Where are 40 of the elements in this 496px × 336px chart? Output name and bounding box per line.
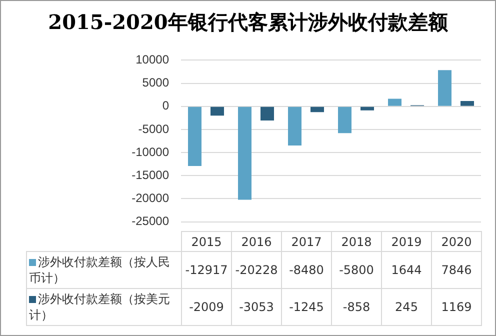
y-tick-label: 10000 bbox=[136, 52, 170, 67]
bar bbox=[338, 106, 352, 134]
data-label: -5800 bbox=[332, 252, 382, 288]
y-tick-label: -15000 bbox=[132, 168, 170, 182]
data-label: 7846 bbox=[432, 252, 482, 288]
y-tick-label: 5000 bbox=[142, 76, 170, 90]
legend-label: 涉外收付款差额（按人民币计） bbox=[29, 255, 170, 285]
bar bbox=[288, 106, 302, 146]
x-tick-label: 2017 bbox=[282, 232, 332, 252]
x-tick-label: 2015 bbox=[182, 232, 232, 252]
data-label: -3053 bbox=[232, 288, 282, 326]
data-label: -20228 bbox=[232, 252, 282, 288]
bar bbox=[388, 98, 402, 106]
bar bbox=[188, 106, 202, 166]
bar bbox=[360, 106, 374, 110]
data-label: 245 bbox=[382, 288, 432, 326]
bar bbox=[260, 106, 274, 120]
x-tick-label: 2020 bbox=[432, 232, 482, 252]
bar bbox=[238, 106, 252, 200]
chart-title: 2015-2020年银行代客累计涉外收付款差额 bbox=[47, 9, 449, 36]
x-tick-label: 2018 bbox=[332, 232, 382, 252]
data-label: 1644 bbox=[382, 252, 432, 288]
data-label: -858 bbox=[332, 288, 382, 326]
bar bbox=[210, 106, 224, 116]
x-tick-label: 2016 bbox=[232, 232, 282, 252]
data-label: 1169 bbox=[432, 288, 482, 326]
bar bbox=[460, 100, 474, 106]
data-label: -1245 bbox=[282, 288, 332, 326]
y-tick-label: -5000 bbox=[138, 122, 170, 136]
bar bbox=[438, 70, 452, 106]
y-tick-label: -20000 bbox=[132, 191, 170, 206]
legend-label: 涉外收付款差额（按美元计） bbox=[29, 292, 170, 322]
x-tick-label: 2019 bbox=[382, 232, 432, 252]
data-label: -8480 bbox=[282, 252, 332, 288]
y-tick-label: 0 bbox=[162, 98, 170, 113]
y-tick-label: -25000 bbox=[132, 214, 170, 228]
data-label: -2009 bbox=[182, 288, 232, 326]
y-tick-label: -10000 bbox=[132, 144, 170, 159]
bar bbox=[310, 106, 324, 112]
data-label: -12917 bbox=[182, 252, 232, 288]
